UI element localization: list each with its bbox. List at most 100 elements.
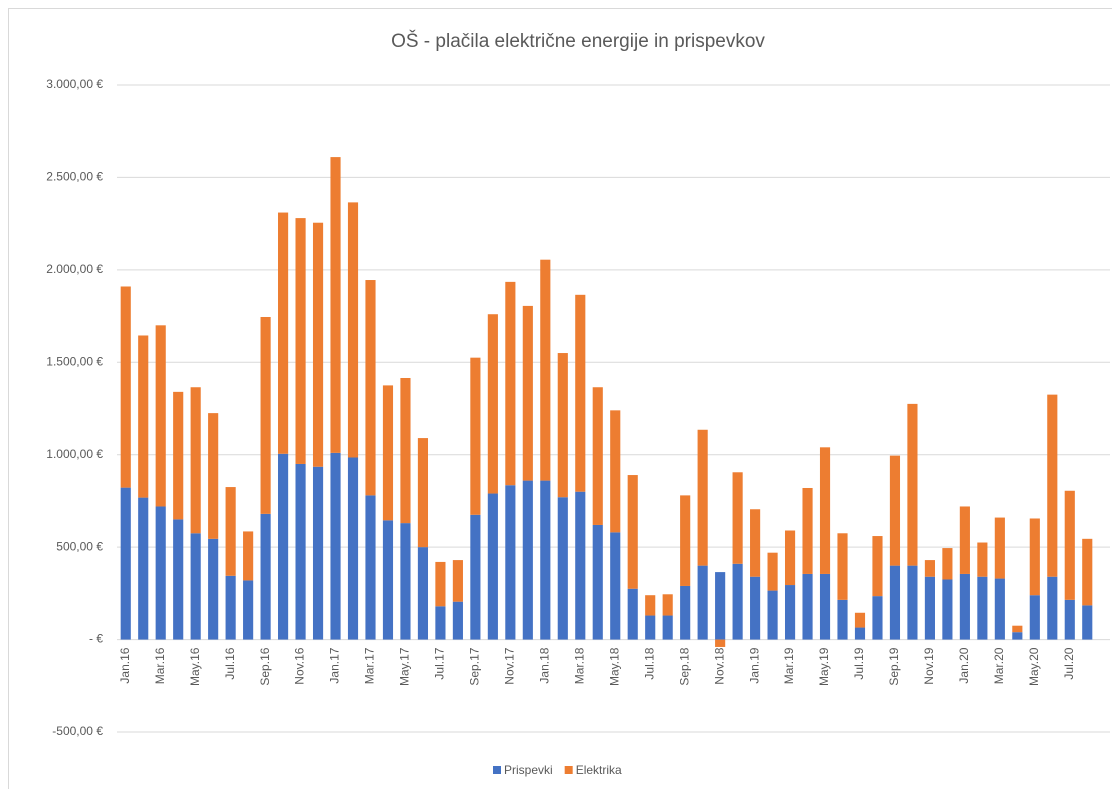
bar-segment: [278, 454, 288, 640]
bar-segment: [575, 492, 585, 640]
bar-segment: [802, 488, 812, 574]
legend-label: Prispevki: [504, 763, 553, 777]
bar-segment: [226, 487, 236, 576]
x-tick-label: Jul.16: [223, 647, 237, 679]
bar-segment: [1065, 600, 1075, 640]
x-tick-label: Mar.20: [992, 647, 1006, 684]
bar-segment: [208, 413, 218, 539]
bar-segment: [261, 514, 271, 640]
bar-segment: [243, 531, 253, 580]
bar-segment: [488, 314, 498, 493]
bar-segment: [698, 430, 708, 566]
bar-segment: [855, 628, 865, 640]
bar-segment: [383, 520, 393, 639]
x-tick-label: May.16: [188, 647, 202, 686]
bar-segment: [173, 392, 183, 520]
bar-segment: [261, 317, 271, 514]
bar-segment: [313, 467, 323, 640]
bar-segment: [645, 616, 655, 640]
x-tick-label: Jul.20: [1062, 647, 1076, 679]
bar-segment: [505, 282, 515, 485]
bar-segment: [802, 574, 812, 640]
bar-segment: [191, 387, 201, 533]
bar-segment: [295, 218, 305, 464]
bar-segment: [872, 596, 882, 639]
bar-segment: [820, 447, 830, 574]
bar-segment: [715, 572, 725, 639]
bar-segment: [470, 358, 480, 515]
bar-segment: [453, 560, 463, 602]
y-tick-label: 1.500,00 €: [46, 354, 103, 368]
bar-segment: [628, 475, 638, 589]
bar-segment: [610, 410, 620, 532]
x-tick-label: Nov.19: [922, 647, 936, 684]
bar-segment: [1047, 395, 1057, 577]
x-tick-label: Sep.17: [468, 647, 482, 685]
bar-segment: [768, 553, 778, 591]
bar-segment: [977, 543, 987, 577]
bar-segment: [1012, 632, 1022, 639]
bar-segment: [156, 506, 166, 639]
bar-segment: [1082, 539, 1092, 606]
bar-segment: [837, 600, 847, 640]
x-tick-label: Jan.20: [957, 647, 971, 683]
legend-swatch: [565, 766, 573, 774]
x-tick-label: May.20: [1027, 647, 1041, 686]
bar-segment: [680, 586, 690, 640]
x-tick-label: Sep.19: [887, 647, 901, 685]
bar-segment: [470, 515, 480, 640]
bar-segment: [855, 613, 865, 628]
bar-segment: [995, 518, 1005, 579]
bar-segment: [663, 616, 673, 640]
bar-segment: [890, 566, 900, 640]
bar-segment: [1030, 518, 1040, 595]
x-tick-label: Sep.18: [677, 647, 691, 685]
x-tick-label: Mar.17: [363, 647, 377, 684]
bar-segment: [348, 202, 358, 457]
x-tick-label: Mar.16: [153, 647, 167, 684]
x-tick-label: Nov.16: [293, 647, 307, 684]
bar-segment: [295, 464, 305, 640]
bar-segment: [820, 574, 830, 640]
bar-segment: [663, 594, 673, 615]
bar-segment: [942, 579, 952, 639]
bar-segment: [330, 453, 340, 640]
x-tick-label: Jan.19: [747, 647, 761, 683]
bar-segment: [785, 531, 795, 586]
x-tick-label: May.17: [398, 647, 412, 686]
bar-segment: [750, 509, 760, 576]
bar-segment: [191, 533, 201, 639]
bar-segment: [523, 481, 533, 640]
chart-title: OŠ - plačila električne energije in pris…: [391, 30, 765, 52]
bar-segment: [680, 495, 690, 586]
bar-segment: [330, 157, 340, 453]
bar-segment: [715, 640, 725, 647]
bar-segment: [365, 280, 375, 495]
bar-segment: [575, 295, 585, 492]
bar-segment: [1082, 605, 1092, 639]
bar-segment: [1047, 577, 1057, 640]
bar-segment: [121, 286, 131, 487]
bar-segment: [558, 497, 568, 639]
bar-segment: [540, 481, 550, 640]
bar-segment: [628, 589, 638, 640]
bar-segment: [1030, 595, 1040, 639]
bar-segment: [453, 602, 463, 640]
bar-segment: [890, 456, 900, 566]
y-tick-label: 2.000,00 €: [46, 262, 103, 276]
bar-segment: [593, 387, 603, 525]
bar-segment: [243, 580, 253, 639]
bar-segment: [173, 519, 183, 639]
bar-segment: [645, 595, 655, 615]
bar-segment: [960, 574, 970, 640]
x-tick-label: Jul.19: [852, 647, 866, 679]
bar-segment: [400, 523, 410, 639]
bar-segment: [977, 577, 987, 640]
bar-segment: [400, 378, 410, 523]
bar-segment: [226, 576, 236, 640]
bar-segment: [925, 577, 935, 640]
bar-segment: [610, 532, 620, 639]
bar-segment: [313, 223, 323, 467]
bar-segment: [523, 306, 533, 481]
y-tick-label: 1.000,00 €: [46, 447, 103, 461]
